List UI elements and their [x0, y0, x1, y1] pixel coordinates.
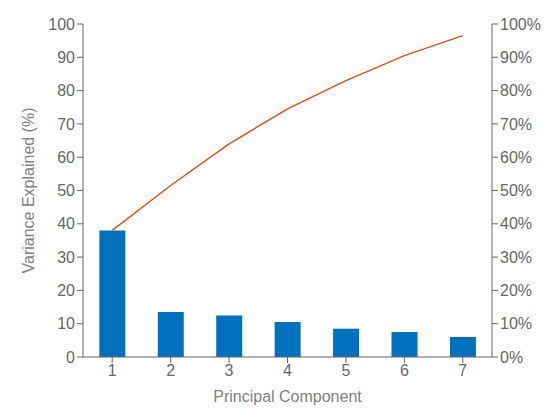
svg-text:70%: 70% [500, 116, 532, 133]
svg-text:3: 3 [225, 362, 234, 379]
svg-text:Variance Explained (%): Variance Explained (%) [20, 107, 37, 273]
svg-text:50%: 50% [500, 182, 532, 199]
svg-text:20: 20 [57, 282, 75, 299]
svg-text:2: 2 [166, 362, 175, 379]
svg-text:1: 1 [108, 362, 117, 379]
svg-text:90%: 90% [500, 49, 532, 66]
svg-text:30: 30 [57, 249, 75, 266]
svg-text:7: 7 [458, 362, 467, 379]
svg-text:80%: 80% [500, 82, 532, 99]
svg-text:6: 6 [400, 362, 409, 379]
svg-text:60: 60 [57, 149, 75, 166]
svg-text:5: 5 [341, 362, 350, 379]
svg-text:10%: 10% [500, 315, 532, 332]
svg-text:100: 100 [48, 16, 75, 33]
svg-text:100%: 100% [500, 16, 541, 33]
svg-text:90: 90 [57, 49, 75, 66]
svg-text:0%: 0% [500, 349, 523, 366]
svg-text:60%: 60% [500, 149, 532, 166]
svg-text:0: 0 [66, 349, 75, 366]
svg-text:80: 80 [57, 82, 75, 99]
svg-text:4: 4 [283, 362, 292, 379]
svg-text:40: 40 [57, 215, 75, 232]
svg-text:Principal Component: Principal Component [213, 388, 362, 405]
svg-text:40%: 40% [500, 215, 532, 232]
svg-text:20%: 20% [500, 282, 532, 299]
svg-text:50: 50 [57, 182, 75, 199]
svg-text:10: 10 [57, 315, 75, 332]
svg-text:30%: 30% [500, 249, 532, 266]
svg-text:70: 70 [57, 116, 75, 133]
